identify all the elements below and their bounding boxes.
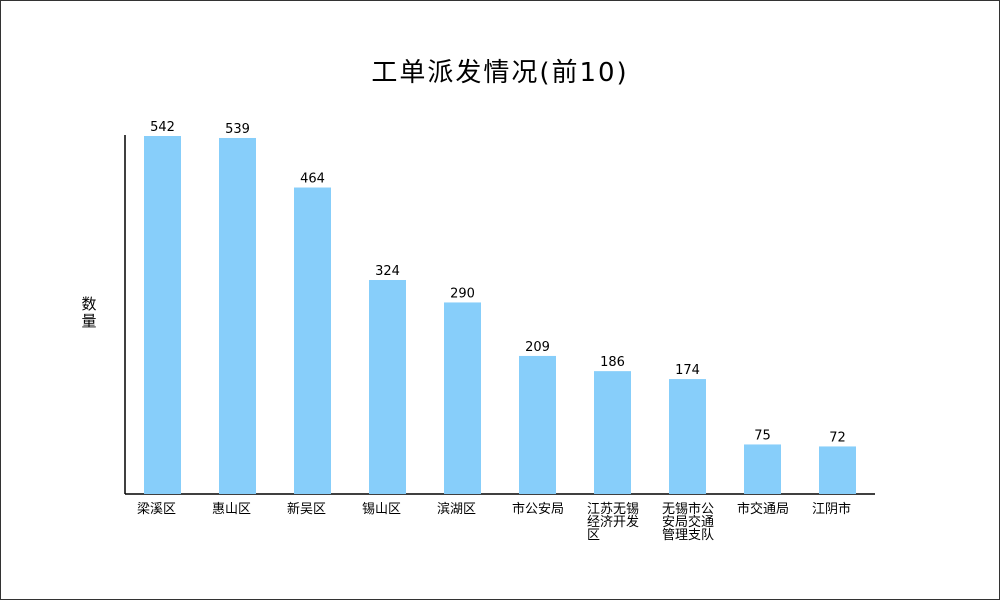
bar — [669, 379, 706, 494]
bar — [744, 444, 781, 494]
data-label: 186 — [600, 355, 625, 370]
data-label: 464 — [300, 172, 325, 187]
x-tick-label: 梁溪区 — [137, 502, 176, 517]
bar — [144, 136, 181, 494]
labels-group: 542 梁溪区 539 惠山区 464 新吴区 324 锡山区 290 滨湖区 209 市公安局 186… — [137, 120, 851, 543]
bar — [819, 446, 856, 494]
data-label: 542 — [150, 120, 175, 135]
chart-title: 工单派发情况(前10) — [371, 58, 629, 88]
bar — [219, 137, 256, 494]
x-tick-label: 锡山区 — [362, 502, 401, 517]
data-label: 324 — [375, 264, 400, 279]
x-tick-label: 江阴市 — [812, 501, 851, 517]
x-tick-label: 惠山区 — [212, 502, 251, 517]
data-label: 539 — [225, 122, 250, 137]
bar — [369, 279, 406, 494]
bar — [519, 355, 556, 494]
x-tick-label: 江苏无锡经济开发区 — [587, 501, 639, 543]
bars-group — [144, 136, 856, 494]
x-tick-label: 市公安局 — [512, 501, 564, 517]
x-tick-label: 新吴区 — [287, 501, 326, 517]
data-label: 75 — [754, 428, 771, 443]
bar — [444, 302, 481, 494]
data-label: 290 — [450, 286, 475, 301]
data-label: 174 — [675, 363, 700, 378]
x-tick-label: 滨湖区 — [437, 501, 476, 517]
data-label: 72 — [829, 430, 846, 445]
bar — [294, 187, 331, 494]
x-tick-label: 市交通局 — [737, 501, 789, 517]
data-label: 209 — [525, 340, 550, 355]
y-axis-label: 数量 — [81, 295, 97, 330]
bar — [594, 371, 631, 494]
x-tick-label: 无锡市公安局交通管理支队 — [662, 501, 714, 543]
